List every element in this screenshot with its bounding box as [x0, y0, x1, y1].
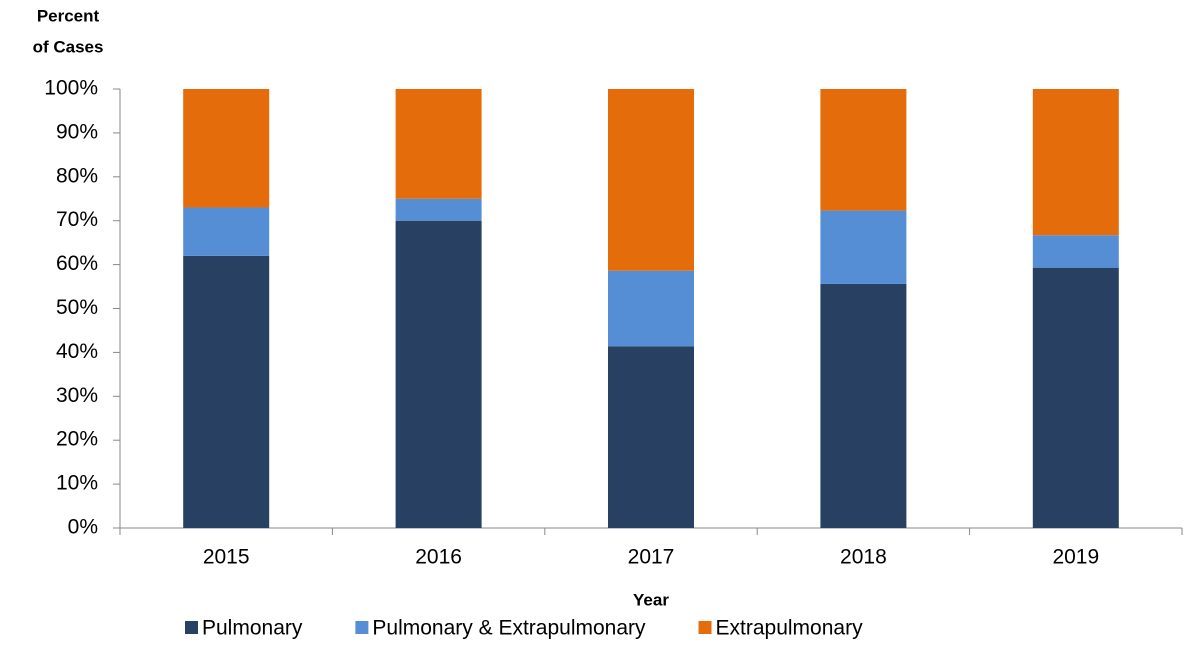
legend-label: Pulmonary & Extrapulmonary	[372, 617, 646, 640]
x-tick-label: 2016	[415, 546, 462, 569]
bar-segment	[1032, 267, 1119, 528]
y-tick-label: 50%	[56, 296, 98, 319]
bar-segment	[608, 270, 694, 347]
y-tick-label: 20%	[56, 428, 98, 451]
bar-segment	[395, 89, 482, 199]
y-tick-label: 30%	[56, 384, 98, 407]
y-axis-label: of Cases	[33, 37, 104, 56]
bar-segment	[395, 198, 482, 221]
y-tick-label: 100%	[44, 77, 98, 100]
bar-segment	[820, 210, 907, 284]
legend-swatch	[185, 621, 198, 634]
y-tick-label: 60%	[56, 252, 98, 275]
bar-segment	[608, 89, 694, 271]
bar-segment	[608, 346, 694, 528]
y-tick-label: 70%	[56, 208, 98, 231]
x-tick-label: 2015	[203, 546, 250, 569]
y-tick-label: 90%	[56, 120, 98, 143]
y-tick-label: 10%	[56, 472, 98, 495]
legend-label: Extrapulmonary	[716, 617, 864, 640]
y-tick-label: 0%	[68, 516, 98, 539]
x-tick-label: 2019	[1052, 546, 1099, 569]
legend-label: Pulmonary	[202, 617, 303, 640]
x-tick-label: 2018	[840, 546, 887, 569]
bar-segment	[820, 89, 907, 211]
y-tick-label: 40%	[56, 340, 98, 363]
bar-segment	[395, 220, 482, 528]
x-tick-label: 2017	[628, 546, 675, 569]
y-tick-label: 80%	[56, 164, 98, 187]
bar-segment	[820, 283, 907, 528]
bar-segment	[183, 255, 270, 528]
legend-swatch	[355, 621, 369, 634]
bar-segment	[183, 207, 270, 256]
legend-swatch	[698, 621, 712, 634]
bar-segment	[1032, 235, 1119, 268]
bar-segment	[1032, 89, 1119, 236]
bar-segment	[183, 89, 270, 208]
x-axis-label: Year	[633, 590, 669, 609]
y-axis-label: Percent	[37, 6, 100, 25]
